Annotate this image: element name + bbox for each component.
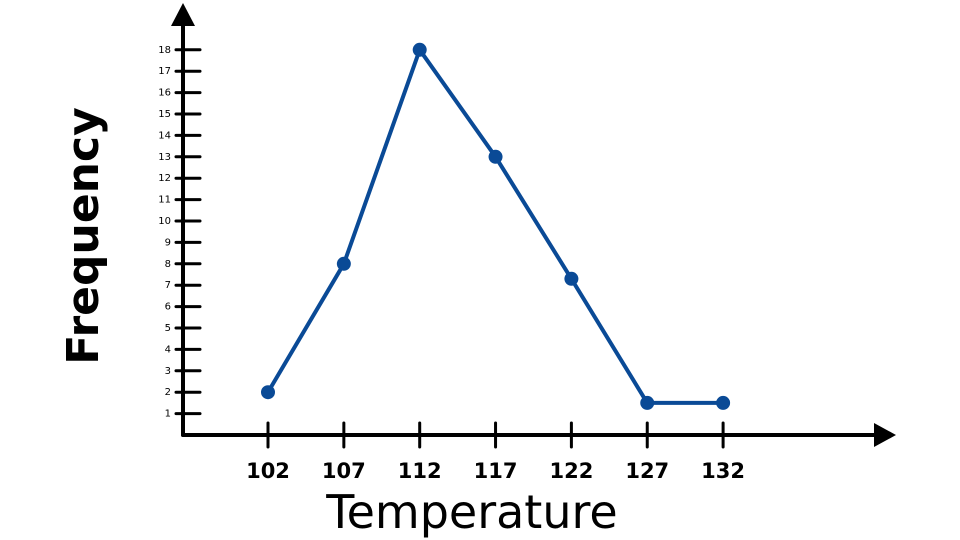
x-tick-label: 112 <box>398 459 442 483</box>
data-point <box>488 149 503 164</box>
y-tick-label: 16 <box>158 88 171 99</box>
x-axis-arrowhead <box>874 423 896 447</box>
data-point <box>716 395 731 410</box>
y-tick-label: 12 <box>158 173 171 184</box>
data-point <box>336 256 351 271</box>
y-tick-label: 9 <box>165 237 171 248</box>
y-tick-label: 14 <box>158 130 171 141</box>
data-point <box>412 42 427 57</box>
y-tick-label: 10 <box>158 216 171 227</box>
data-point <box>564 271 579 286</box>
y-tick-label: 8 <box>165 259 171 270</box>
y-tick-label: 17 <box>158 66 171 77</box>
y-tick-label: 11 <box>158 195 171 206</box>
x-axis-ticks: 102 107 112 117 122 127 132 <box>246 421 745 483</box>
y-axis-arrowhead <box>171 3 195 26</box>
x-tick-label: 132 <box>701 459 745 483</box>
y-tick-label: 5 <box>165 323 171 334</box>
y-tick-label: 7 <box>165 280 171 291</box>
x-tick-label: 102 <box>246 459 290 483</box>
x-tick-label: 107 <box>322 459 366 483</box>
x-tick-label: 127 <box>625 459 669 483</box>
y-tick-label: 3 <box>165 366 171 377</box>
y-tick-label: 13 <box>158 152 171 163</box>
data-point <box>640 395 655 410</box>
y-tick-label: 18 <box>158 45 171 56</box>
series-layer <box>261 42 731 410</box>
y-tick-label: 6 <box>165 302 171 313</box>
y-tick-label: 1 <box>165 409 171 420</box>
x-tick-label: 117 <box>474 459 518 483</box>
data-point <box>261 385 275 400</box>
y-axis-title: Frequency <box>58 107 109 365</box>
y-tick-label: 4 <box>165 344 171 355</box>
series-line <box>266 47 726 405</box>
x-tick-label: 122 <box>549 459 593 483</box>
y-tick-label: 2 <box>165 387 171 398</box>
x-axis-title: Temperature <box>325 485 617 539</box>
y-tick-label: 15 <box>158 109 171 120</box>
